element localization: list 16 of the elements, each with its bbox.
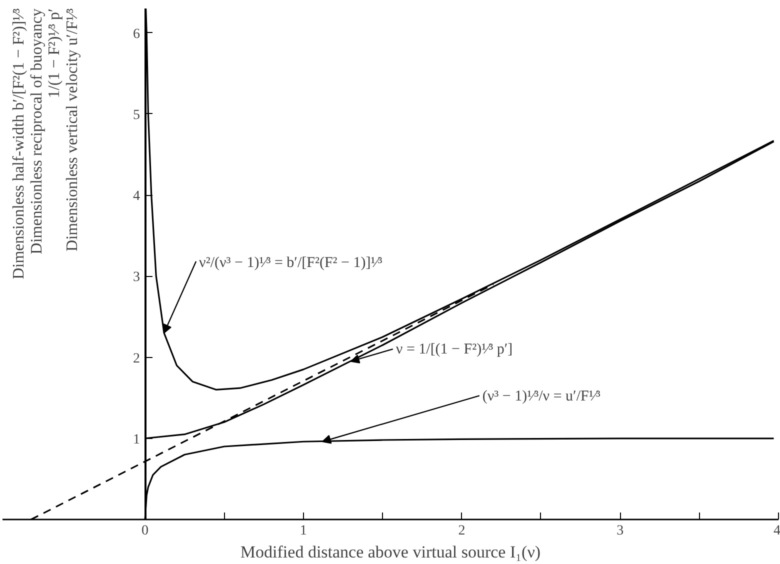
x-tick-label: 2 [458,524,466,538]
y-tick-label: 3 [133,270,140,286]
x-axis-title: Modified distance above virtual source I₁(ν) [240,542,541,562]
y-tick-label: 6 [133,26,140,42]
x-tick-label: 0 [142,524,149,538]
annotation: ν = 1/[(1 − F²)¹⁄³ p′] [396,341,513,358]
y-axis-title: Dimensionless half-width b′/[F²(1 − F²)]¹⁄³ Dimensionless reciprocal of buoyancy 1/(1 − F²)¹⁄³ p′ Dimensionless vertical velocity u′/F¹⁄³ [10,8,82,280]
x-tick-label: 4 [774,524,780,538]
x-tick-label: 1 [300,524,307,538]
y-tick-label: 4 [133,189,140,204]
y-tick-label: 2 [133,351,140,366]
y-tick-label: 1 [133,432,140,448]
x-tick-label: 3 [616,524,624,538]
y-tick-label: 5 [133,108,140,123]
annotation: ν²/(ν³ − 1)¹⁄³ = b′/[F²(F² − 1)]¹⁄³ [199,254,383,271]
annotation: (ν³ − 1)¹⁄³/ν = u′/F¹⁄³ [482,388,601,405]
